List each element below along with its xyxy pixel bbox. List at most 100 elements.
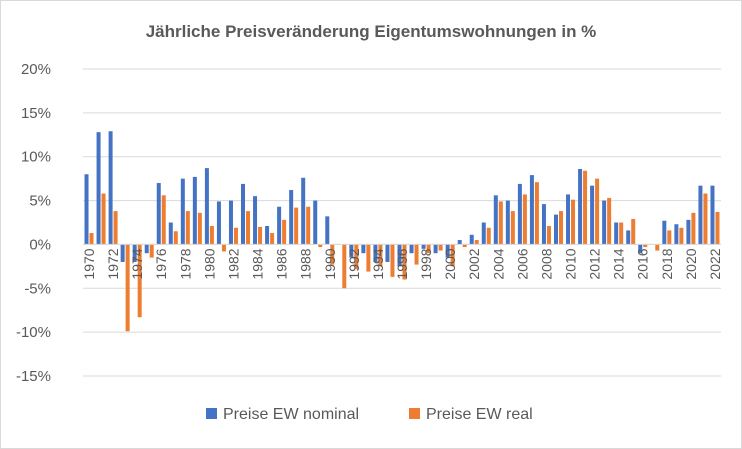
bar-nominal [638,244,643,254]
bar-real [354,244,359,269]
x-tick-label: 1992 [346,248,362,279]
bar-real [631,218,636,245]
y-tick-label: 5% [29,193,51,210]
bar-real [366,244,371,272]
bar-nominal [216,201,221,245]
bar-real [583,170,588,245]
bar-real [390,244,395,277]
x-tick-label: 2006 [514,248,530,279]
x-tick-label: 1988 [298,248,314,279]
y-tick-label: 0% [29,236,51,253]
bar-nominal [180,178,185,245]
bar-nominal [698,185,703,245]
bar-nominal [626,230,631,245]
bar-real [643,244,648,248]
x-tick-label: 1986 [274,248,290,279]
bar-real [486,227,491,245]
legend-swatch-real [409,408,420,419]
bar-real [149,244,154,258]
bar-real [607,197,612,245]
bar-nominal [277,206,282,245]
bar-real [233,227,238,245]
x-tick-label: 1978 [177,248,193,279]
bar-real [571,199,576,245]
bar-nominal [204,168,209,245]
bar-nominal [265,226,270,245]
x-tick-label: 2014 [611,248,627,279]
bar-real [474,240,479,245]
bar-real [306,206,311,245]
bar-nominal [289,190,294,245]
bar-nominal [433,244,438,254]
bar-nominal [84,174,89,245]
x-tick-label: 2002 [466,248,482,279]
bar-real [679,227,684,245]
x-tick-label: 2020 [683,248,699,279]
x-tick-label: 2022 [707,248,723,279]
bar-nominal [241,183,246,245]
bar-nominal [313,200,318,245]
bar-real [330,244,335,265]
y-tick-label: 15% [21,105,51,122]
bar-nominal [361,244,366,254]
legend: Preise EW nominal Preise EW real [206,406,533,423]
bar-real [282,219,287,245]
x-tick-label: 2008 [538,248,554,279]
bar-real [342,244,347,289]
bar-real [221,244,226,252]
x-tick-label: 1996 [394,248,410,279]
bar-real [185,211,190,245]
bar-nominal [96,132,101,245]
bar-real [258,226,263,245]
bar-nominal [168,222,173,245]
bar-nominal [578,168,583,245]
x-tick-label: 1990 [322,248,338,279]
bar-real [197,212,202,245]
chart-title: Jährliche Preisveränderung Eigentumswohn… [146,22,597,41]
x-tick-label: 1994 [370,248,386,279]
x-tick-label: 2004 [490,248,506,279]
x-tick-label: 1976 [153,248,169,279]
x-tick-label: 2016 [635,248,651,279]
bar-nominal [481,222,486,245]
bar-real [414,244,419,265]
bars [83,131,721,332]
bar-real [89,233,94,245]
y-tick-label: -15% [16,368,51,385]
gridlines [83,68,721,377]
bar-real [534,182,539,245]
legend-swatch-nominal [206,408,217,419]
bar-nominal [397,244,402,267]
bar-nominal [457,240,462,245]
x-tick-label: 1974 [129,248,145,279]
y-axis-ticks: 20% 15% 10% 5% 0% -5% -10% -15% [16,61,51,385]
bar-real [522,194,527,245]
bar-real [426,244,431,254]
bar-nominal [132,244,137,262]
bar-real [161,195,166,245]
bar-real [619,222,624,245]
bar-nominal [445,244,450,258]
bar-real [546,226,551,245]
bar-nominal [541,204,546,245]
bar-nominal [505,200,510,245]
bar-nominal [674,224,679,245]
bar-real [498,201,503,245]
bar-nominal [385,244,390,262]
bar-real [294,207,299,245]
bar-nominal [108,131,113,245]
bar-nominal [156,183,161,245]
bar-nominal [602,200,607,245]
bar-real [209,226,214,245]
bar-nominal [421,244,426,249]
bar-nominal [120,244,125,262]
x-tick-label: 1998 [418,248,434,279]
x-tick-label: 2010 [563,248,579,279]
legend-label-nominal: Preise EW nominal [223,406,359,423]
bar-real [402,244,407,280]
bar-real [101,193,106,245]
bar-nominal [325,216,330,245]
bar-real [715,211,720,245]
